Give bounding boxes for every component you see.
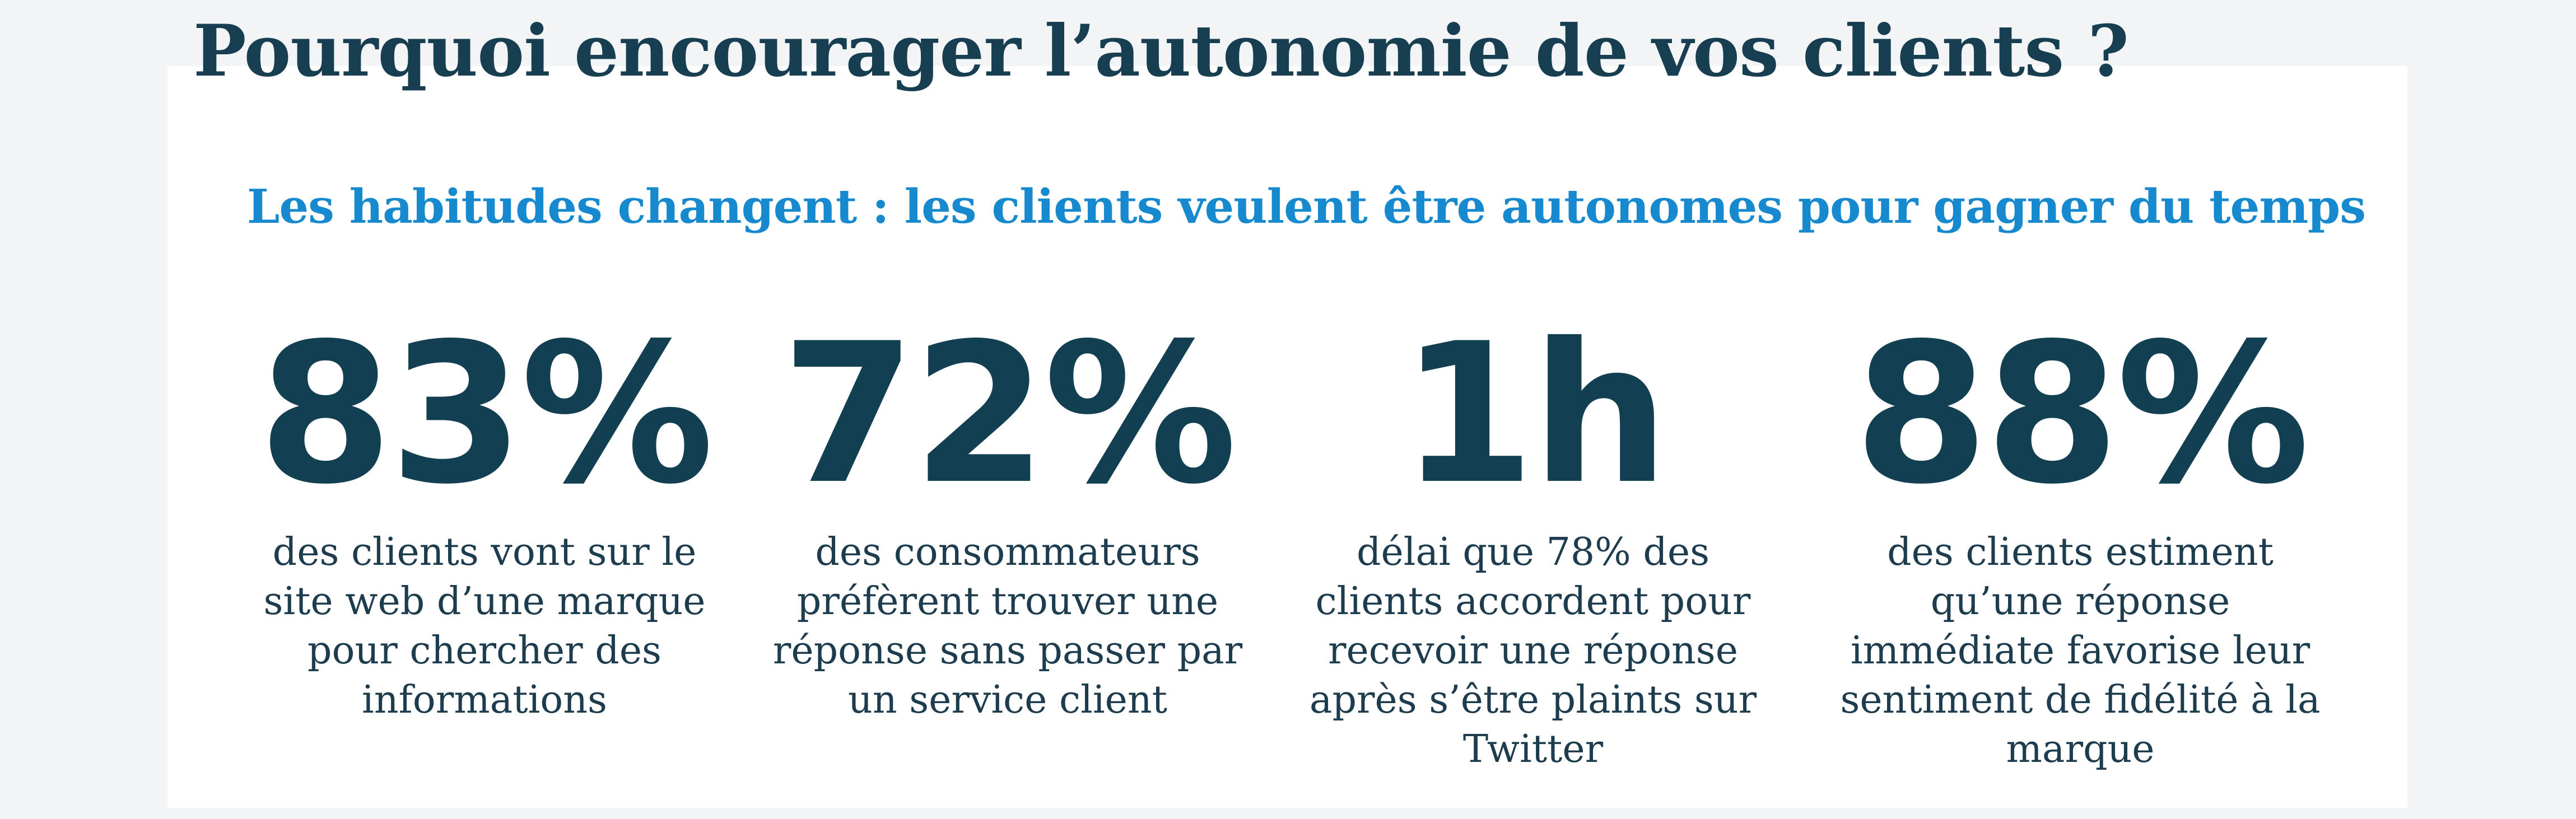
stat-value: 88% <box>1854 302 2310 527</box>
stat-description: des consommateurs préfèrent trouver une … <box>772 530 1243 722</box>
stat-block-4: 88% des clients estiment qu’une réponse … <box>1811 308 2349 774</box>
stat-value: 1h <box>1400 302 1669 527</box>
stat-description: des clients estiment qu’une réponse immé… <box>1840 530 2321 771</box>
stat-value: 72% <box>781 302 1237 527</box>
stat-description: des clients vont sur le site web d’une m… <box>263 530 706 722</box>
stat-block-3: 1h délai que 78% des clients accordent p… <box>1264 308 1802 774</box>
stat-block-1: 83% des clients vont sur le site web d’u… <box>216 308 753 725</box>
stat-value: 83% <box>258 302 714 527</box>
page-title: Pourquoi encourager l’autonomie de vos c… <box>193 10 2129 92</box>
stats-row: 83% des clients vont sur le site web d’u… <box>167 308 2407 771</box>
content-card <box>167 66 2407 808</box>
section-subtitle: Les habitudes changent : les clients veu… <box>247 179 2366 234</box>
stat-description: délai que 78% des clients accordent pour… <box>1309 530 1757 771</box>
stat-block-2: 72% des consommateurs préfèrent trouver … <box>739 308 1277 725</box>
